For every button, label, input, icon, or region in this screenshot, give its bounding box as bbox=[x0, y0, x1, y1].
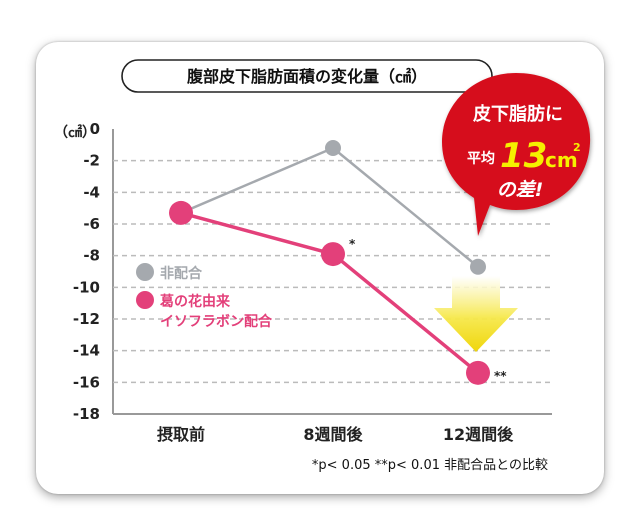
legend-label-non-blended: 非配合 bbox=[160, 265, 203, 282]
x-category-label: 摂取前 bbox=[157, 425, 205, 444]
y-tick-label: -16 bbox=[73, 373, 100, 391]
data-point-isoflavone bbox=[466, 360, 490, 385]
x-category-label: 12週間後 bbox=[443, 425, 514, 444]
data-point-isoflavone bbox=[321, 242, 345, 267]
callout-badge bbox=[442, 73, 591, 236]
callout-line3: の差! bbox=[497, 179, 544, 201]
series-line-isoflavone bbox=[180, 211, 480, 375]
legend-marker-non-blended bbox=[136, 263, 154, 281]
y-tick-label: -4 bbox=[83, 183, 100, 201]
y-tick-label: -6 bbox=[83, 215, 100, 233]
y-tick-label: -14 bbox=[73, 342, 100, 360]
callout-number: 13 bbox=[500, 136, 547, 176]
x-category-label: 8週間後 bbox=[303, 425, 363, 444]
significance-footnote: *p< 0.05 **p< 0.01 非配合品との比較 bbox=[312, 458, 548, 473]
y-axis-label: （㎠） bbox=[54, 124, 96, 141]
decrease-arrow-icon bbox=[434, 276, 518, 352]
legend-label-isoflavone-line1: 葛の花由来 bbox=[159, 293, 231, 310]
significance-marker: ** bbox=[494, 369, 507, 383]
y-tick-label: -10 bbox=[73, 278, 100, 296]
significance-marker: * bbox=[349, 237, 356, 251]
callout-bubble bbox=[442, 73, 591, 236]
y-tick-label: -18 bbox=[73, 405, 100, 423]
y-tick-label: 0 bbox=[90, 120, 100, 138]
callout-prefix: 平均 bbox=[467, 150, 495, 167]
y-tick-label: -2 bbox=[83, 152, 100, 170]
callout-unit-superscript: 2 bbox=[573, 141, 581, 154]
legend-label-isoflavone-line2: イソフラボン配合 bbox=[160, 313, 273, 330]
callout-unit: cm bbox=[545, 148, 578, 172]
data-point-isoflavone bbox=[169, 200, 193, 225]
data-point-non-blended bbox=[325, 140, 341, 156]
chart-title: 腹部皮下脂肪面積の変化量（㎠） bbox=[187, 67, 427, 86]
legend-marker-isoflavone bbox=[136, 291, 154, 309]
data-point-non-blended bbox=[470, 258, 486, 275]
callout-line1: 皮下脂肪に bbox=[473, 103, 563, 125]
y-tick-label: -12 bbox=[73, 310, 100, 328]
y-tick-label: -8 bbox=[83, 247, 100, 265]
title-pill bbox=[121, 59, 493, 93]
